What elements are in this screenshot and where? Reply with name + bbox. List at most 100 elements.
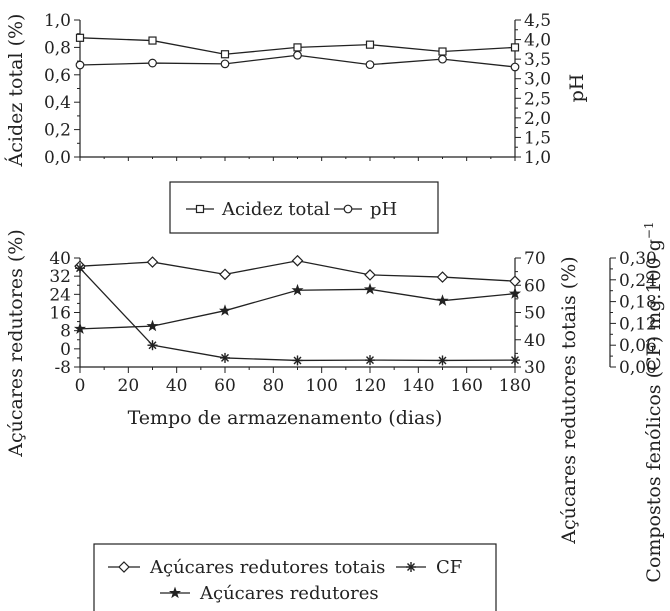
top-series-1-point (438, 54, 447, 64)
bottom-right-axis-label: Açúcares redutores totais (%) (558, 256, 580, 544)
top-left-tick-label: 0,6 (44, 66, 71, 86)
bottom-right-ticks: 30 40 50 60 70 (515, 249, 546, 378)
top-right-tick-label: 3,5 (524, 50, 551, 70)
bottom-x-tick-label: 60 (214, 376, 236, 396)
bottom-series-2-point (219, 304, 231, 316)
bottom-series-1-point (74, 262, 86, 274)
top-series (75, 33, 520, 72)
bottom-series-0-point (364, 269, 376, 281)
bottom-series-0-point (291, 255, 304, 267)
legend-acidez-marker (195, 204, 205, 214)
legend-top: Acidez total pH (169, 181, 439, 234)
top-x-ticks (79, 157, 516, 161)
top-series-0-point (148, 36, 157, 45)
top-right-tick-label: 2,0 (524, 109, 551, 129)
bottom-series (74, 255, 521, 367)
legend-cf-marker (405, 561, 417, 573)
legend-art-label: Açúcares redutores totais (149, 557, 385, 578)
bottom-left-tick-label: 24 (49, 285, 71, 305)
bottom-left-tick-label: -8 (54, 358, 71, 378)
top-right-ticks: 1,01,52,02,53,03,54,04,5 (515, 11, 551, 168)
legend-ph-marker (343, 204, 353, 214)
top-series-0-point (510, 43, 520, 52)
bottom-series-1-point (291, 354, 304, 367)
cf-axis-label-text: Compostos fenólicos (CF) mg.100 g (643, 239, 665, 582)
bottom-x-tick-label: 160 (450, 376, 482, 396)
top-left-tick-label: 0,8 (44, 38, 71, 58)
top-right-axis-label: pH (566, 74, 588, 103)
bottom-series-2-point (436, 294, 449, 306)
top-series-1-point (293, 50, 302, 60)
bottom-right2-tick-label: 0,18 (619, 293, 657, 313)
bottom-right2-tick-label: 0,00 (619, 358, 657, 378)
top-panel: 0,0 0,2 0,4 0,6 0,8 1,0 1,01,52,02,53,03,54,0… (4, 11, 588, 168)
legend-cf-label: CF (436, 557, 462, 578)
bottom-right-tick-label: 40 (524, 331, 546, 351)
bottom-left-tick-label: 40 (49, 249, 71, 269)
bottom-series-2-line (79, 288, 516, 330)
bottom-series-2-point (147, 320, 158, 331)
bottom-x-tick-label: 0 (75, 376, 86, 396)
bottom-right2-ticks: 0,000,060,120,180,240,30 (610, 249, 657, 378)
bottom-left-tick-label: 16 (49, 304, 71, 324)
top-series-0-point (220, 50, 230, 59)
top-series-0-point (75, 33, 85, 42)
top-right-tick-label: 1,5 (524, 128, 551, 148)
bottom-left-tick-label: 32 (49, 267, 71, 287)
legend-ar-label: Açúcares redutores (199, 583, 379, 604)
top-series-1-point (148, 58, 157, 68)
bottom-x-ticks: 0 20 40 60 80 100 120 140 160 180 (75, 367, 531, 396)
bottom-right-tick-label: 30 (524, 358, 546, 378)
top-series-1-point (75, 60, 85, 70)
top-right-tick-label: 2,5 (524, 89, 551, 109)
bottom-right2-tick-label: 0,30 (619, 249, 657, 269)
bottom-series-1-point (509, 354, 521, 366)
top-right-tick-label: 4,5 (524, 11, 551, 31)
bottom-series-1-line (79, 267, 516, 362)
bottom-left-tick-label: 0 (60, 340, 71, 360)
top-left-ticks: 0,0 0,2 0,4 0,6 0,8 1,0 (44, 11, 80, 168)
top-left-tick-label: 0,0 (44, 148, 71, 168)
bottom-series-1-point (219, 352, 231, 364)
top-series-0-point (293, 43, 302, 52)
top-left-tick-label: 1,0 (44, 11, 71, 31)
top-right-tick-label: 3,0 (524, 70, 551, 90)
top-left-tick-label: 0,4 (44, 93, 71, 113)
bottom-right2-axis-label: Compostos fenólicos (CF) mg.100 g−1 (642, 221, 665, 582)
legend-acidez-label: Acidez total (221, 199, 330, 220)
bottom-series-0-point (219, 268, 231, 280)
top-series-1-point (220, 59, 230, 69)
bottom-left-tick-label: 8 (60, 322, 71, 342)
top-series-1-point (510, 62, 520, 72)
bottom-x-tick-label: 180 (499, 376, 531, 396)
bottom-right2-tick-label: 0,06 (619, 336, 657, 356)
bottom-series-1-point (436, 354, 449, 367)
bottom-series-0-point (146, 256, 159, 268)
top-series-0-point (365, 40, 375, 49)
bottom-series-1-point (146, 339, 159, 351)
legend-bottom-box (93, 543, 497, 611)
bottom-series-0-point (436, 271, 449, 283)
bottom-right2-tick-label: 0,24 (619, 271, 657, 291)
bottom-x-tick-label: 100 (305, 376, 337, 396)
top-left-tick-label: 0,2 (44, 121, 71, 141)
bottom-right-tick-label: 60 (524, 276, 546, 296)
bottom-x-tick-label: 140 (402, 376, 434, 396)
bottom-x-axis-label: Tempo de armazenamento (dias) (128, 407, 443, 429)
bottom-right-tick-label: 50 (524, 304, 546, 324)
bottom-series-2-point (291, 284, 304, 295)
top-right-tick-label: 4,0 (524, 31, 551, 51)
top-series-1-point (365, 60, 375, 70)
bottom-x-tick-label: 20 (118, 376, 140, 396)
bottom-series-1-point (364, 354, 376, 366)
bottom-right2-tick-label: 0,12 (619, 314, 657, 334)
bottom-series-0-point (509, 275, 521, 287)
legend-top-box (169, 181, 439, 234)
bottom-left-axis-label: Açúcares redutores (%) (5, 229, 27, 457)
bottom-x-tick-label: 40 (166, 376, 188, 396)
bottom-x-tick-label: 120 (354, 376, 386, 396)
bottom-x-tick-label: 80 (263, 376, 285, 396)
